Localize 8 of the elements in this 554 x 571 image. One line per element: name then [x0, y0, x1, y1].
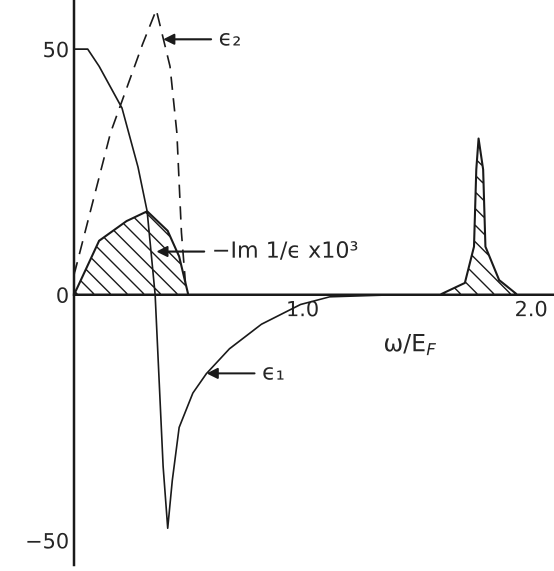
x-axis-title: ω/E$_{F}$ — [384, 334, 436, 356]
y-tick-label: 50 — [44, 42, 68, 58]
y-tick-label: −50 — [27, 532, 68, 549]
y-tick-label: 0 — [57, 287, 68, 303]
annotation: ϵ₂ — [220, 32, 240, 46]
annotation: ϵ₁ — [263, 367, 284, 380]
annotation: −Im 1/ϵ x10³ — [214, 241, 358, 260]
x-tick-label: 2.0 — [516, 300, 546, 316]
